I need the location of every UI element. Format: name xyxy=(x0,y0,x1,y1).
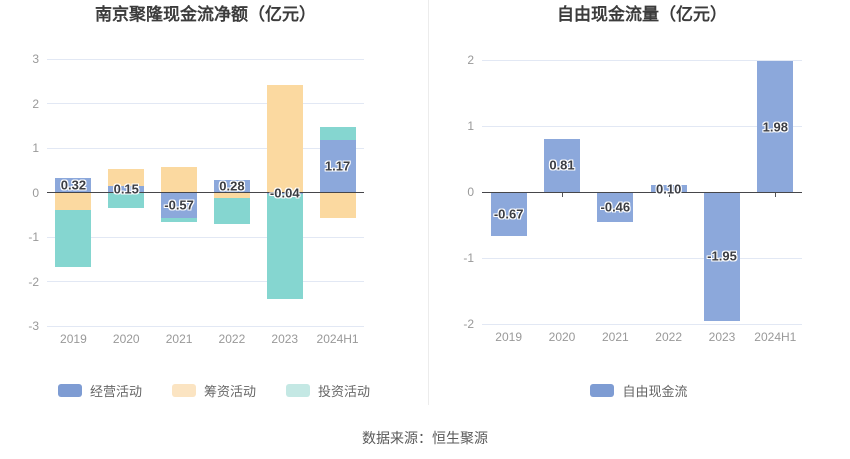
bar-label-operating-2022: 0.28 xyxy=(219,178,245,194)
bar-investing-2023 xyxy=(266,194,303,299)
legend-item-operating[interactable]: 经营活动 xyxy=(57,381,142,400)
gridline xyxy=(47,281,364,282)
cashflow-chart-panel: 南京聚隆现金流净额（亿元） 0.32 0.15 -0.57 0.28 -0.04 1.17… xyxy=(0,0,428,410)
freecashflow-chart-panel: 自由现金流量（亿元） -0.67 0.81 -0.46 0.10 -1.95 1.98 自… xyxy=(428,0,850,410)
x-axis-label-2020: 2020 xyxy=(112,332,140,346)
x-axis-label-2023: 2023 xyxy=(708,330,736,344)
legend-item-investing[interactable]: 投资活动 xyxy=(286,381,370,400)
x-axis-label-2019: 2019 xyxy=(495,330,522,344)
bar-free-cash-flow-2021 xyxy=(597,192,634,223)
freecashflow-chart-plot: -0.67 0.81 -0.46 0.10 -1.95 1.98 xyxy=(482,59,802,325)
bar-operating-2024H1 xyxy=(319,140,356,193)
bar-label-operating-2019: 0.32 xyxy=(60,177,87,193)
x-axis-tick xyxy=(562,192,563,197)
bar-investing-2020 xyxy=(108,192,145,209)
bar-financing-2023 xyxy=(266,84,303,193)
gridline xyxy=(47,325,364,327)
legend-label-free-cash-flow: 自由现金流 xyxy=(622,384,688,399)
gridline xyxy=(47,58,364,60)
cashflow-chart-plot: 0.32 0.15 -0.57 0.28 -0.04 1.17 xyxy=(47,58,364,327)
x-axis-tick xyxy=(775,192,777,197)
data-source-note: 数据来源：恒生聚源 xyxy=(362,430,488,446)
gridline xyxy=(482,125,802,127)
bar-label-free-cash-flow-2019: -0.67 xyxy=(493,206,524,222)
bar-financing-2020 xyxy=(108,169,145,186)
bar-free-cash-flow-2024H1 xyxy=(757,61,794,192)
freecashflow-chart-legend: 自由现金流 xyxy=(428,381,850,400)
x-axis-label-2021: 2021 xyxy=(601,330,629,344)
x-axis-line xyxy=(47,192,364,193)
legend-label-financing: 筹资活动 xyxy=(203,384,256,399)
bar-free-cash-flow-2020 xyxy=(544,138,580,192)
y-axis-label: -1 xyxy=(28,230,39,244)
legend-swatch-investing xyxy=(286,384,310,397)
bar-free-cash-flow-2022 xyxy=(650,185,687,192)
legend-item-financing[interactable]: 筹资活动 xyxy=(171,381,256,400)
bar-label-operating-2023: -0.04 xyxy=(269,185,300,201)
bar-financing-2019 xyxy=(55,192,92,211)
bar-label-free-cash-flow-2024H1: 1.98 xyxy=(762,119,788,135)
y-axis-label: 3 xyxy=(32,52,39,66)
bar-operating-2022 xyxy=(213,180,250,193)
bar-label-operating-2024H1: 1.17 xyxy=(324,158,351,174)
bar-operating-2020 xyxy=(108,185,145,193)
bar-investing-2019 xyxy=(55,210,92,268)
bar-investing-2024H1 xyxy=(319,127,356,141)
y-axis-label: -2 xyxy=(463,317,474,331)
legend-item-free-cash-flow[interactable]: 自由现金流 xyxy=(590,381,688,400)
y-axis-label: 0 xyxy=(467,185,474,199)
cashflow-chart-legend: 经营活动 筹资活动 投资活动 xyxy=(0,381,428,400)
x-axis-label-2021: 2021 xyxy=(165,332,193,346)
bar-investing-2022 xyxy=(213,197,250,225)
x-axis-line xyxy=(482,191,802,193)
x-axis-label-2019: 2019 xyxy=(60,332,87,346)
bar-operating-2021 xyxy=(161,192,198,218)
legend-swatch-financing xyxy=(171,384,196,397)
y-axis-label: -1 xyxy=(463,251,474,265)
bar-label-free-cash-flow-2021: -0.46 xyxy=(600,199,631,215)
bar-investing-2021 xyxy=(161,217,198,222)
gridline xyxy=(482,323,802,325)
panel-divider xyxy=(428,0,429,405)
bar-financing-2021 xyxy=(161,166,198,193)
bar-label-free-cash-flow-2022: 0.10 xyxy=(656,181,682,197)
legend-swatch-free-cash-flow xyxy=(590,384,615,397)
x-axis-label-2024H1: 2024H1 xyxy=(754,330,797,344)
bar-free-cash-flow-2019 xyxy=(490,192,527,237)
legend-label-investing: 投资活动 xyxy=(318,384,371,399)
y-axis-label: -2 xyxy=(28,274,39,289)
x-axis-label-2022: 2022 xyxy=(218,332,246,346)
bar-financing-2022 xyxy=(213,192,250,198)
bar-operating-2023 xyxy=(266,192,303,195)
x-axis-label-2024H1: 2024H1 xyxy=(316,332,359,346)
y-axis-label: 2 xyxy=(32,96,39,111)
x-axis-label-2022: 2022 xyxy=(655,330,682,344)
freecashflow-chart-title: 自由现金流量（亿元） xyxy=(557,5,727,24)
legend-swatch-operating xyxy=(57,384,82,397)
x-axis-label-2020: 2020 xyxy=(548,330,576,344)
x-axis-tick xyxy=(668,192,670,197)
y-axis-label: 0 xyxy=(32,185,39,200)
gridline xyxy=(482,59,802,61)
y-axis-label: 2 xyxy=(467,53,474,67)
bar-free-cash-flow-2023 xyxy=(704,192,740,321)
bar-label-free-cash-flow-2020: 0.81 xyxy=(549,157,575,173)
bar-operating-2019 xyxy=(55,178,92,193)
bar-label-operating-2021: -0.57 xyxy=(164,197,194,213)
y-axis-label: 1 xyxy=(32,141,39,155)
bar-financing-2024H1 xyxy=(319,192,356,219)
gridline xyxy=(482,257,802,259)
gridline xyxy=(47,103,364,104)
legend-label-operating: 经营活动 xyxy=(89,384,142,399)
gridline xyxy=(47,236,364,238)
gridline xyxy=(47,147,364,149)
bar-label-free-cash-flow-2023: -1.95 xyxy=(707,248,737,264)
cashflow-chart-title: 南京聚隆现金流净额（亿元） xyxy=(95,5,316,24)
y-axis-label: 1 xyxy=(467,119,474,133)
bar-label-operating-2020: 0.15 xyxy=(113,181,139,197)
x-axis-label-2023: 2023 xyxy=(271,332,299,346)
y-axis-label: -3 xyxy=(28,319,39,333)
